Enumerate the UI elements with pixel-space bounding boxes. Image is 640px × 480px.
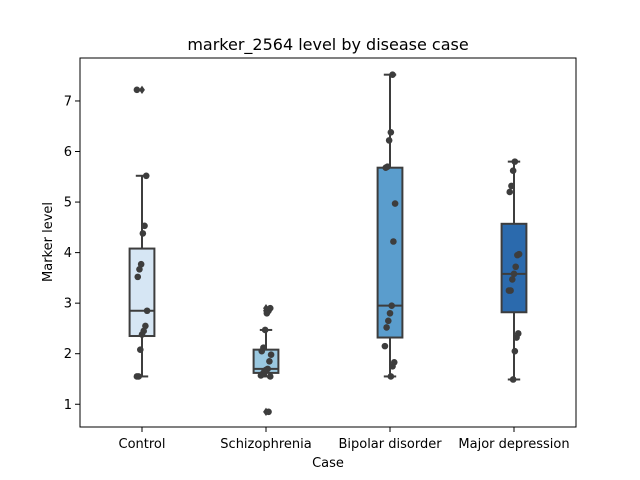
x-axis-label: Case [312,456,344,471]
data-point [141,222,148,230]
plot-frame [79,57,577,428]
data-point [258,347,266,355]
data-point [383,324,390,331]
data-point [387,129,395,136]
data-point [267,351,275,359]
data-point [512,263,519,271]
x-tick-label: Major depression [458,437,569,452]
data-point [133,86,141,94]
y-tick-label: 1 [64,398,72,413]
data-point [133,373,141,380]
y-axis: 1 2 3 4 5 6 7 [64,94,80,413]
data-point [266,357,273,365]
data-point [382,164,390,171]
data-point [266,373,274,380]
y-tick-label: 6 [64,145,72,160]
data-point [505,287,513,294]
data-point [263,309,271,317]
data-point [143,307,151,315]
data-point [136,265,143,273]
box-group [252,304,280,417]
data-point [513,334,520,341]
data-point [509,167,517,175]
data-point [389,363,396,370]
data-point [388,302,396,309]
data-point [257,372,265,379]
data-point [514,251,521,259]
x-tick-label: Bipolar disorder [338,437,442,452]
data-point [385,137,393,144]
box-group [376,73,404,378]
data-point [385,317,392,325]
data-point [509,376,517,383]
y-tick-label: 2 [64,347,72,362]
data-point [137,260,145,268]
strip-points [133,86,151,380]
data-point [142,172,150,180]
data-point [387,373,395,380]
data-point [137,346,144,353]
box [376,166,404,339]
y-tick-label: 7 [64,94,72,109]
data-point [381,342,389,350]
y-axis-label: Marker level [41,202,56,282]
y-tick-label: 5 [64,196,72,211]
data-point [511,158,519,165]
x-axis: Control Schizophrenia Bipolar disorder Majo… [119,427,570,452]
data-point [389,71,396,78]
data-point [390,238,397,245]
strip-points [381,71,399,380]
data-point [265,408,272,416]
data-point [508,182,515,190]
data-point [134,273,142,281]
chart-title: marker_2564 level by disease case [187,35,468,55]
data-point [511,347,519,355]
data-point [139,230,147,237]
y-tick-label: 3 [64,297,72,312]
outlier-marker [139,85,145,95]
data-point [142,322,149,330]
plot-area [128,71,528,417]
data-point [138,331,146,338]
data-point [509,276,516,283]
data-point [510,270,518,278]
strip-points [257,304,275,416]
data-point [386,309,394,317]
data-point [261,326,269,334]
data-point [506,188,514,196]
data-point [391,200,399,207]
y-tick-label: 4 [64,246,72,261]
x-tick-label: Control [119,437,166,452]
strip-points [505,158,523,383]
x-tick-label: Schizophrenia [220,437,311,452]
